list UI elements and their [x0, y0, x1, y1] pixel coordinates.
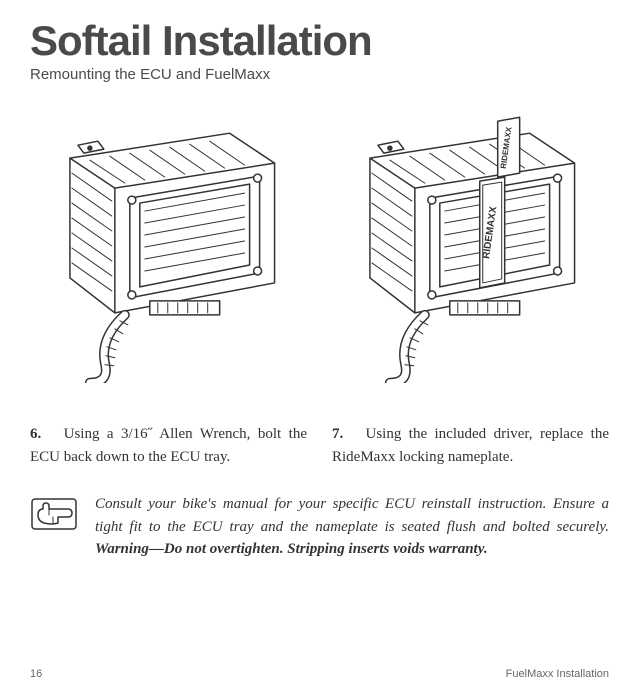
footer-section: FuelMaxx Installation [506, 668, 609, 680]
step-number: 6. [30, 426, 41, 442]
note-text: Consult your bike's manual for your spec… [95, 493, 609, 561]
page-number: 16 [30, 668, 42, 680]
figure-ecu-bolt [30, 103, 310, 383]
note-warning: Warning—Do not overtighten. Stripping in… [95, 541, 488, 557]
note-body: Consult your bike's manual for your spec… [95, 496, 609, 535]
step-number: 7. [332, 426, 343, 442]
step-7: 7. Using the included driver, replace th… [332, 423, 609, 468]
steps-row: 6. Using a 3/16˝ Allen Wrench, bolt the … [30, 423, 609, 468]
page-footer: 16 FuelMaxx Installation [30, 668, 609, 680]
step-text: Using a 3/16˝ Allen Wrench, bolt the ECU… [30, 426, 307, 465]
page-title: Softail Installation [30, 20, 609, 62]
pointing-hand-icon [30, 493, 80, 533]
figure-row: RIDEMAXX RIDEMAXX [30, 103, 609, 383]
page-subtitle: Remounting the ECU and FuelMaxx [30, 66, 609, 83]
note-block: Consult your bike's manual for your spec… [30, 493, 609, 561]
step-text: Using the included driver, replace the R… [332, 426, 609, 465]
figure-nameplate: RIDEMAXX RIDEMAXX [330, 103, 610, 383]
step-6: 6. Using a 3/16˝ Allen Wrench, bolt the … [30, 423, 307, 468]
